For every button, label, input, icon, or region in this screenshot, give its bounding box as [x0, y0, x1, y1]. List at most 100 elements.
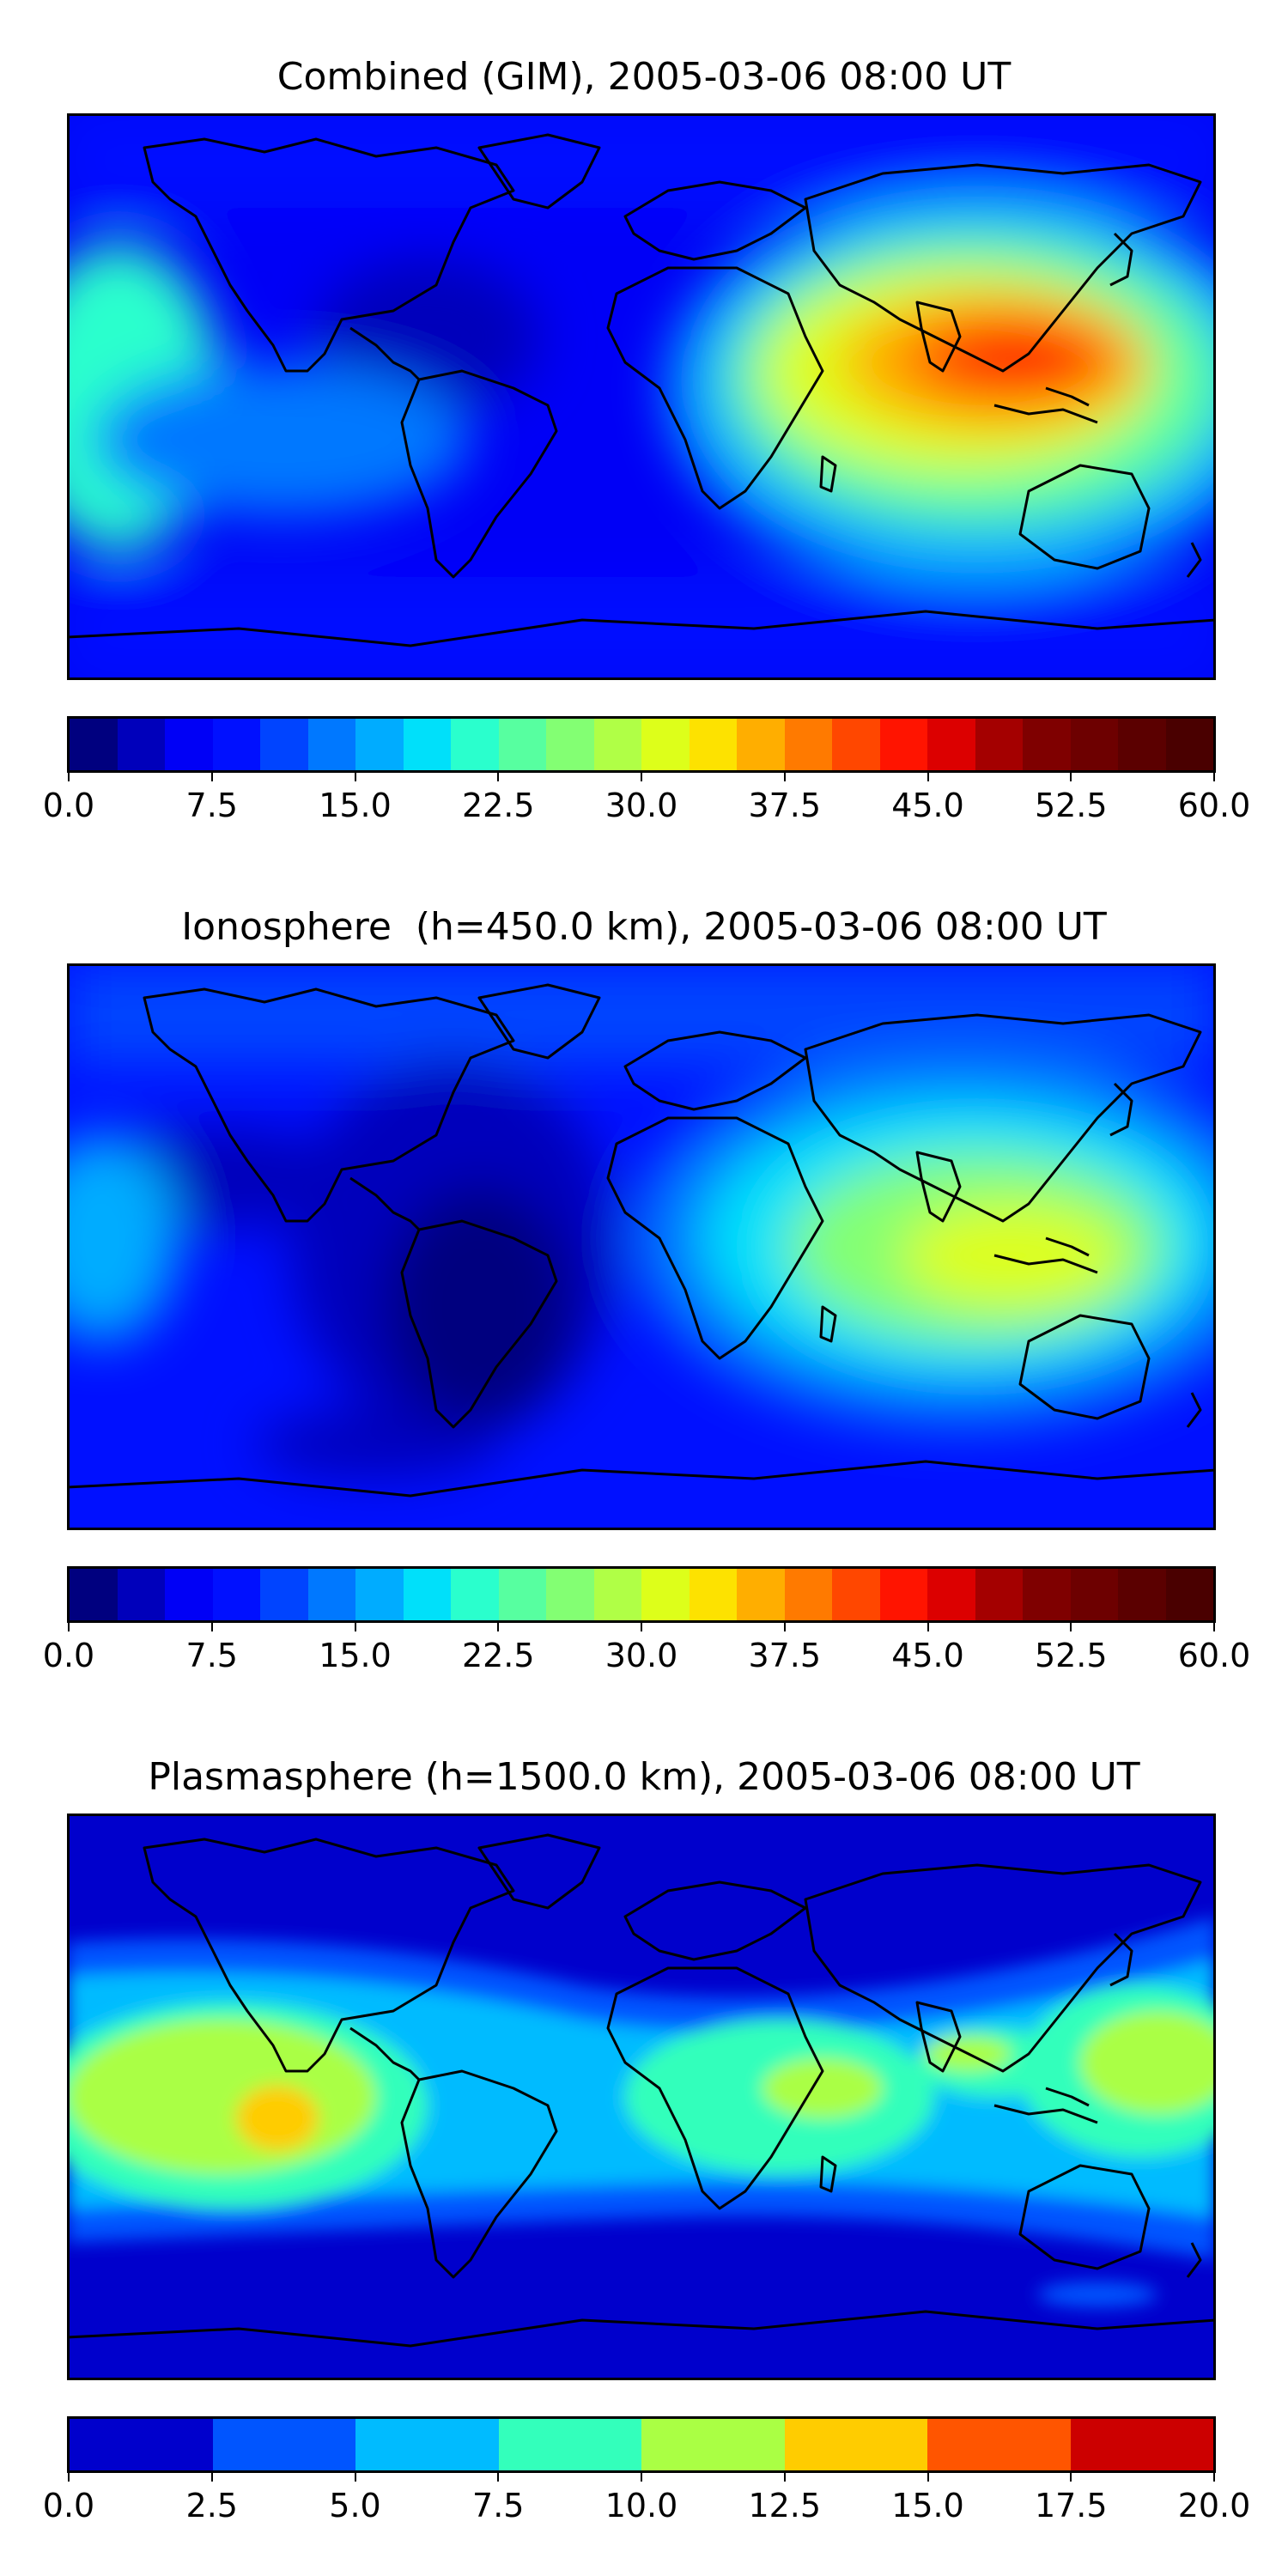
coastline [477, 1833, 601, 1910]
colorbar-tick-label: 30.0 [605, 1637, 678, 1674]
coastline [1109, 1932, 1133, 1987]
colorbar-segment [593, 719, 641, 770]
colorbar-segment [355, 719, 404, 770]
coastline [1186, 542, 1202, 578]
colorbar-segment [70, 1569, 118, 1620]
colorbar-tick [641, 2473, 642, 2482]
coastline [915, 2001, 962, 2073]
coastline [477, 133, 601, 210]
colorbar-tick-label: 37.5 [748, 1637, 822, 1674]
colorbar-tick-label: 0.0 [42, 1637, 95, 1674]
colorbar-segment [260, 719, 308, 770]
coastline [1109, 232, 1133, 287]
map-combined [67, 113, 1216, 680]
colorbar-plasmasphere [67, 2416, 1216, 2473]
coastline [143, 987, 515, 1223]
colorbar-segment [70, 719, 118, 770]
colorbar-segment [593, 1569, 641, 1620]
colorbar-segment [355, 1569, 404, 1620]
colorbar-tick [354, 2473, 356, 2482]
coastline [1018, 464, 1151, 570]
coastline [400, 2069, 558, 2279]
colorbar-tick [210, 1623, 213, 1631]
colorbar-segment [1023, 719, 1071, 770]
coastline [349, 326, 421, 381]
coastline [1018, 2164, 1151, 2270]
colorbar-ticks-combined: 0.0 7.5 15.0 22.5 30.0 37.5 45.0 52.5 60.0 [43, 773, 1250, 824]
colorbar-tick-label: 15.0 [891, 2487, 964, 2524]
colorbar-tick-label: 15.0 [319, 787, 392, 824]
coastline [606, 1966, 824, 2210]
colorbar-tick [497, 773, 500, 781]
colorbar-tick [68, 773, 70, 781]
colorbar-tick-label: 45.0 [891, 1637, 964, 1674]
coastline [1045, 1236, 1090, 1257]
colorbar-tick-label: 0.0 [42, 2487, 95, 2524]
colorbar-segment [1070, 2419, 1213, 2470]
coastline [993, 404, 1098, 424]
colorbar-segment [546, 719, 594, 770]
coastline [623, 180, 807, 261]
colorbar-segment [165, 1569, 213, 1620]
colorbar-tick [354, 773, 356, 781]
colorbar-tick [210, 2473, 213, 2482]
colorbar-segment [451, 719, 499, 770]
coastline [819, 455, 837, 493]
colorbar-tick-label: 12.5 [748, 2487, 822, 2524]
colorbar-segment [70, 2419, 213, 2470]
colorbar-segment [355, 2419, 499, 2470]
colorbar-segment [165, 719, 213, 770]
colorbar-segment [927, 2419, 1071, 2470]
colorbar-tick-label: 60.0 [1177, 787, 1251, 824]
colorbar-segment [212, 1569, 260, 1620]
colorbar-segment [212, 719, 260, 770]
colorbar-tick-label: 0.0 [42, 787, 95, 824]
colorbar-segment [832, 719, 880, 770]
colorbar-tick [68, 2473, 70, 2482]
coastline [143, 1838, 515, 2073]
colorbar-tick-label: 5.0 [329, 2487, 381, 2524]
colorbar-tick [68, 1623, 70, 1631]
coastline [143, 137, 515, 373]
coastline [819, 1305, 837, 1343]
colorbar-tick-label: 20.0 [1177, 2487, 1251, 2524]
coastline [915, 301, 962, 373]
coastline [67, 2310, 1216, 2348]
coastline [606, 1116, 824, 1360]
colorbar-segment [927, 1569, 975, 1620]
colorbar-tick [783, 773, 786, 781]
colorbar-segment [832, 1569, 880, 1620]
colorbar-ionosphere [67, 1566, 1216, 1623]
colorbar-segment [1165, 1569, 1213, 1620]
colorbar-tick-label: 52.5 [1034, 1637, 1108, 1674]
colorbar-segment [784, 1569, 832, 1620]
colorbar-tick-label: 22.5 [461, 1637, 535, 1674]
colorbar-tick-label: 45.0 [891, 787, 964, 824]
colorbar-segment [260, 1569, 308, 1620]
colorbar-tick-label: 7.5 [185, 787, 238, 824]
colorbar-segment [641, 2419, 785, 2470]
coastline [819, 2155, 837, 2193]
colorbar-segment [975, 719, 1023, 770]
colorbar-tick-label: 52.5 [1034, 787, 1108, 824]
colorbar-tick [497, 2473, 500, 2482]
panel-title-ionosphere: Ionosphere (h=450.0 km), 2005-03-06 08:0… [181, 905, 1107, 949]
colorbar-tick [641, 773, 642, 781]
colorbar-segment [975, 1569, 1023, 1620]
colorbar-segment [784, 719, 832, 770]
colorbar-segment [689, 1569, 737, 1620]
colorbar-ticks-ionosphere: 0.0 7.5 15.0 22.5 30.0 37.5 45.0 52.5 60.0 [43, 1623, 1250, 1674]
colorbar-tick-label: 17.5 [1034, 2487, 1108, 2524]
colorbar-tick [783, 1623, 786, 1631]
colorbar-tick-label: 7.5 [472, 2487, 525, 2524]
colorbar-segment [117, 1569, 165, 1620]
colorbar-segment [498, 719, 546, 770]
colorbar-ticks-plasmasphere: 0.0 2.5 5.0 7.5 10.0 12.5 15.0 17.5 20.0 [43, 2473, 1250, 2524]
colorbar-tick-label: 15.0 [319, 1637, 392, 1674]
colorbar-tick [1213, 2473, 1215, 2482]
colorbar-tick [497, 1623, 500, 1631]
coastline [804, 1013, 1202, 1223]
colorbar-segment [1070, 1569, 1118, 1620]
colorbar-segment [1118, 1569, 1166, 1620]
colorbar-tick [354, 1623, 356, 1631]
